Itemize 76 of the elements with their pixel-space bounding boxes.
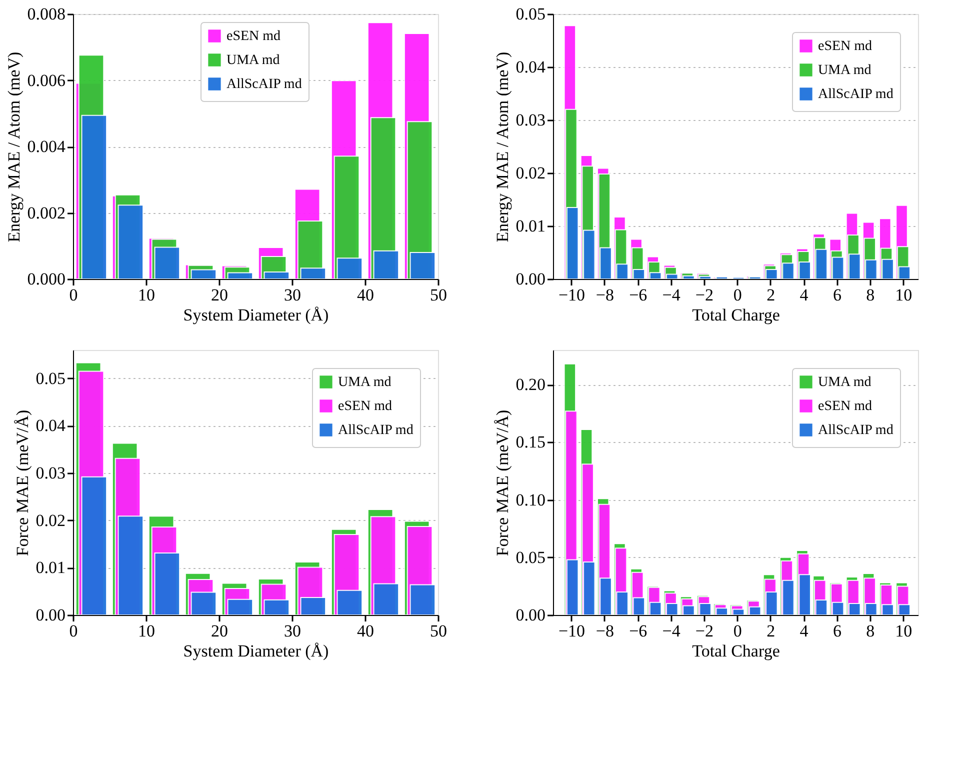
legend-label: UMA md xyxy=(818,63,872,78)
y-axis-title: Force MAE (meV/Å) xyxy=(12,410,32,556)
y-tick-label: 0.03 xyxy=(36,464,66,483)
y-tick-label: 0.00 xyxy=(516,270,546,288)
x-tick-label: 0 xyxy=(733,622,742,640)
legend-label: eSEN md xyxy=(226,29,281,44)
legend-label: AllScAIP md xyxy=(818,423,894,438)
x-tick-label: 10 xyxy=(138,286,155,304)
legend-label: UMA md xyxy=(226,53,280,68)
x-tick-label: 20 xyxy=(211,286,228,304)
y-tick-label: 0.10 xyxy=(516,490,546,510)
x-tick-label: 50 xyxy=(430,622,447,640)
x-tick-label: 20 xyxy=(211,622,228,640)
legend-label: UMA md xyxy=(338,375,392,390)
x-axis-title: System Diameter (Å) xyxy=(183,306,329,324)
x-tick-label: −4 xyxy=(662,622,681,640)
y-tick-label: 0.15 xyxy=(516,432,546,452)
x-axis-title: Total Charge xyxy=(692,306,780,324)
x-tick-label: 4 xyxy=(800,286,809,304)
x-tick-label: 50 xyxy=(430,286,447,304)
x-tick-label: 2 xyxy=(766,622,776,640)
y-tick-label: 0.02 xyxy=(516,164,546,182)
legend-label: eSEN md xyxy=(338,399,392,414)
y-tick-label: 0.002 xyxy=(27,203,66,222)
legend-label: eSEN md xyxy=(818,39,872,54)
y-tick-label: 0.05 xyxy=(36,368,66,388)
x-tick-label: 40 xyxy=(357,286,374,304)
x-tick-label: −6 xyxy=(629,622,648,640)
y-axis-title: Energy MAE / Atom (meV) xyxy=(492,52,512,242)
y-tick-label: 0.20 xyxy=(516,375,546,394)
y-tick-label: 0.04 xyxy=(36,416,66,436)
x-tick-label: −2 xyxy=(695,622,714,640)
y-tick-label: 0.01 xyxy=(516,216,546,236)
x-tick-label: −10 xyxy=(558,286,586,304)
x-tick-label: 8 xyxy=(866,622,875,640)
x-tick-label: 10 xyxy=(895,286,912,304)
x-axis-title: System Diameter (Å) xyxy=(183,642,329,660)
y-tick-label: 0.05 xyxy=(516,4,546,24)
legend-label: AllScAIP md xyxy=(226,77,302,92)
x-axis-title: Total Charge xyxy=(692,642,780,660)
y-tick-label: 0.04 xyxy=(516,58,546,76)
y-axis-title: Force MAE (meV/Å) xyxy=(492,410,512,556)
x-tick-label: 10 xyxy=(895,622,912,640)
y-tick-label: 0.004 xyxy=(27,137,66,156)
x-tick-label: 2 xyxy=(766,286,776,304)
x-tick-label: −2 xyxy=(695,286,714,304)
legend-label: eSEN md xyxy=(818,399,872,414)
x-tick-label: −8 xyxy=(596,286,614,304)
x-tick-label: −8 xyxy=(596,622,614,640)
x-tick-label: 10 xyxy=(138,622,155,640)
x-tick-label: 6 xyxy=(832,622,842,640)
x-tick-label: 40 xyxy=(357,622,374,640)
legend-label: UMA md xyxy=(818,375,872,390)
y-tick-label: 0.00 xyxy=(36,606,66,624)
x-tick-label: 4 xyxy=(800,622,809,640)
x-tick-label: 30 xyxy=(284,286,301,304)
x-tick-label: −10 xyxy=(558,622,586,640)
y-tick-label: 0.008 xyxy=(27,4,66,24)
y-tick-label: 0.006 xyxy=(27,70,66,90)
y-tick-label: 0.00 xyxy=(516,606,546,624)
x-tick-label: 30 xyxy=(284,622,301,640)
y-tick-label: 0.02 xyxy=(36,510,66,530)
x-tick-label: 0 xyxy=(69,622,78,640)
legend-label: AllScAIP md xyxy=(818,87,894,102)
x-tick-label: 6 xyxy=(832,286,842,304)
y-tick-label: 0.000 xyxy=(27,270,66,288)
y-tick-label: 0.05 xyxy=(516,548,546,567)
y-tick-label: 0.03 xyxy=(516,110,546,130)
x-tick-label: 8 xyxy=(866,286,875,304)
x-tick-label: 0 xyxy=(733,286,742,304)
x-tick-label: −4 xyxy=(662,286,681,304)
y-tick-label: 0.01 xyxy=(36,558,66,578)
y-axis-title: Energy MAE / Atom (meV) xyxy=(4,52,24,242)
x-tick-label: −6 xyxy=(629,286,648,304)
legend-label: AllScAIP md xyxy=(338,423,414,438)
x-tick-label: 0 xyxy=(69,286,78,304)
